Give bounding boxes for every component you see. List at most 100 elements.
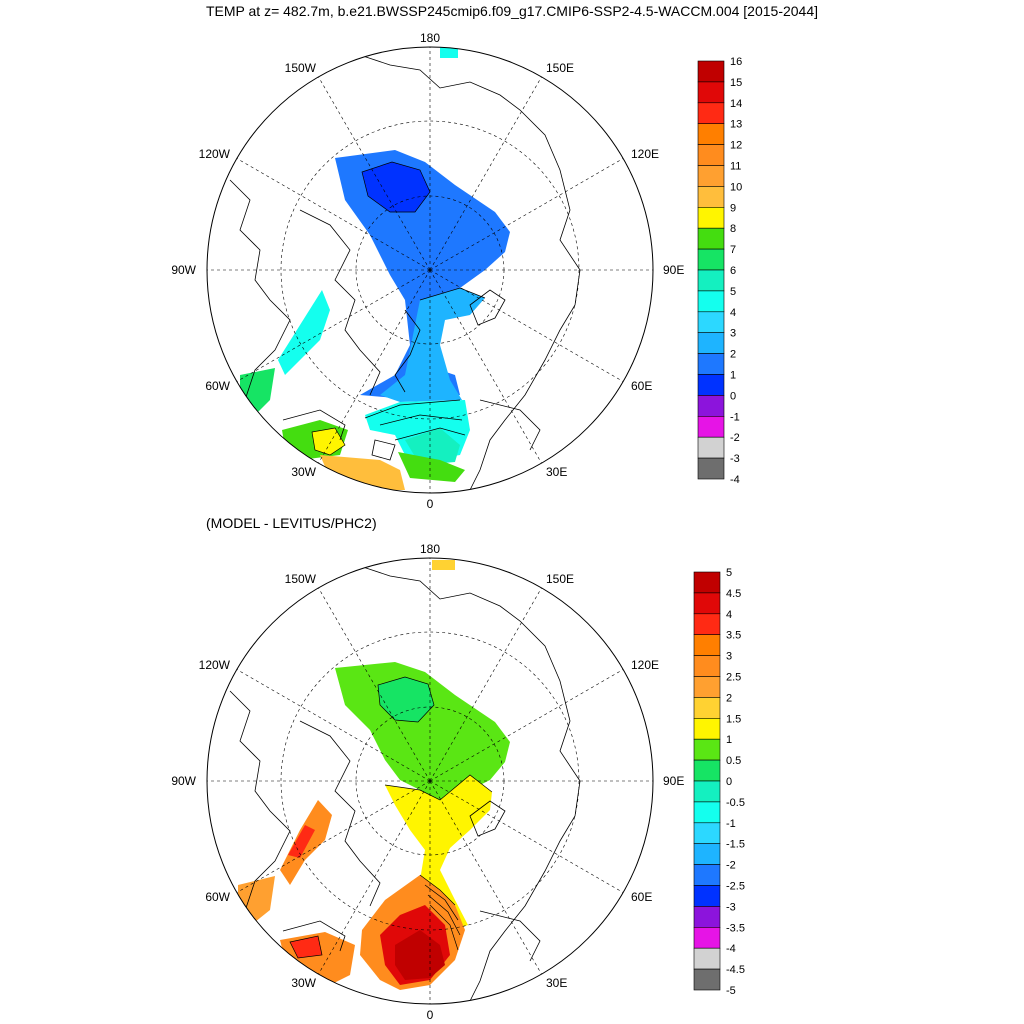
diff-lon-label-120e: 120E (631, 658, 659, 672)
colorbar-tick-label: 0 (726, 776, 732, 788)
diff-graticule (207, 558, 653, 1004)
model-lon-label-90w: 90W (171, 263, 196, 277)
colorbar-tick-label: 0 (730, 390, 736, 402)
model-field-norwegian-green (398, 452, 465, 482)
colorbar-tick-label: 16 (730, 56, 742, 68)
model-coastlines (229, 54, 581, 491)
diff-contours (289, 676, 493, 959)
colorbar-tick-label: -4 (730, 474, 740, 486)
colorbar-tick-label: -3 (726, 901, 736, 913)
colorbar-swatch (697, 269, 725, 292)
model-lon-label-150e: 150E (546, 61, 574, 75)
colorbar-tick-label: 4 (730, 307, 736, 319)
colorbar-tick-label: 10 (730, 181, 742, 193)
diff-map-border (206, 557, 654, 1005)
colorbar-swatch (697, 165, 725, 187)
colorbar-swatch (697, 60, 725, 83)
diff-field-fill (238, 560, 510, 990)
diff-lon-label-30w: 30W (291, 976, 316, 990)
model-field-blue-region (335, 150, 510, 400)
colorbar-swatch (697, 332, 725, 354)
model-field-baffin-region (278, 290, 330, 375)
colorbar-swatch (697, 227, 725, 250)
colorbar-tick-label: -4 (726, 943, 736, 955)
colorbar-swatch (697, 186, 725, 208)
model-field-north-atlantic-orange (320, 455, 405, 490)
colorbar-swatch (697, 311, 725, 333)
colorbar-tick-label: 14 (730, 98, 742, 110)
colorbar-tick-label: -2 (730, 432, 740, 444)
colorbar-swatch (697, 457, 725, 480)
model-map-border (206, 46, 654, 494)
model-field-bering-patch (440, 47, 458, 58)
colorbar-tick-label: 2 (726, 692, 732, 704)
colorbar-swatch (697, 123, 725, 145)
model-field-navy-core (362, 162, 430, 212)
colorbar-swatch (693, 592, 721, 615)
colorbar-tick-label: 0.5 (726, 755, 741, 767)
colorbar-tick-label: 11 (730, 161, 741, 173)
diff-lon-label-150e: 150E (546, 572, 574, 586)
diff-coastlines (229, 565, 581, 1002)
model-lon-label-120e: 120E (631, 147, 659, 161)
colorbar-swatch (693, 613, 721, 635)
model-lon-label-120w: 120W (199, 147, 231, 161)
colorbar-tick-label: 4 (726, 609, 732, 621)
colorbar-tick-label: 7 (730, 244, 736, 256)
colorbar-swatch (693, 780, 721, 803)
model-field-labrador-region (240, 368, 275, 412)
diff-lon-label-0: 0 (427, 1008, 434, 1022)
colorbar-swatch (693, 697, 721, 719)
colorbar-tick-label: 15 (730, 77, 742, 89)
colorbar-swatch (693, 571, 721, 594)
colorbar-swatch (693, 655, 721, 677)
difference-panel-subtitle: (MODEL - LEVITUS/PHC2) (206, 515, 377, 531)
colorbar-tick-label: -2.5 (726, 881, 745, 893)
colorbar-swatch (693, 885, 721, 907)
model-lon-label-30e: 30E (546, 465, 567, 479)
colorbar-tick-label: 5 (730, 286, 736, 298)
colorbar-tick-label: 1.5 (726, 713, 741, 725)
colorbar-swatch (697, 81, 725, 104)
diff-field-greencore (378, 677, 434, 722)
colorbar-swatch (697, 374, 725, 396)
colorbar-swatch (697, 395, 725, 417)
model-field-lightblue-region (380, 288, 485, 402)
diff-field-bering-patch (432, 560, 455, 570)
diff-lon-label-60e: 60E (631, 890, 652, 904)
colorbar-tick-label: -3.5 (726, 922, 745, 934)
diff-field-green-region (335, 662, 510, 800)
diff-field-labrador-orange (238, 876, 275, 922)
colorbar-swatch (697, 415, 725, 438)
diff-lon-label-90e: 90E (663, 774, 684, 788)
diff-colorbar: 5 4.5 4 3.5 3 2.5 2 1.5 1 0.5 0 -0.5 -1 -1.5 -2 -2.5 -3 -… (693, 567, 745, 997)
colorbar-tick-label: 3.5 (726, 630, 741, 642)
colorbar-tick-label: 5 (726, 567, 732, 579)
colorbar-tick-label: 3 (730, 328, 736, 340)
colorbar-swatch (697, 144, 725, 166)
colorbar-swatch (697, 290, 725, 313)
model-lon-label-180: 180 (420, 31, 440, 45)
colorbar-tick-label: 9 (730, 202, 736, 214)
colorbar-tick-label: 8 (730, 223, 736, 235)
colorbar-tick-label: 2 (730, 349, 736, 361)
colorbar-tick-label: 3 (726, 651, 732, 663)
model-lon-label-90e: 90E (663, 263, 684, 277)
diff-lon-label-90w: 90W (171, 774, 196, 788)
model-graticule (207, 47, 653, 493)
diff-field-atlantic-darkred (395, 930, 445, 980)
colorbar-tick-label: 12 (730, 140, 742, 152)
diff-field-yellow-region (385, 775, 492, 935)
colorbar-tick-label: -4.5 (726, 964, 745, 976)
diff-lon-label-60w: 60W (205, 890, 230, 904)
colorbar-swatch (693, 968, 721, 991)
model-field-iceland-yellow (312, 428, 345, 455)
diff-lon-label-180: 180 (420, 542, 440, 556)
model-field-fill (240, 47, 510, 490)
colorbar-swatch (697, 353, 725, 375)
colorbar-tick-label: -2 (726, 860, 736, 872)
colorbar-swatch (697, 248, 725, 271)
colorbar-swatch (693, 864, 721, 886)
colorbar-tick-label: 13 (730, 119, 742, 131)
